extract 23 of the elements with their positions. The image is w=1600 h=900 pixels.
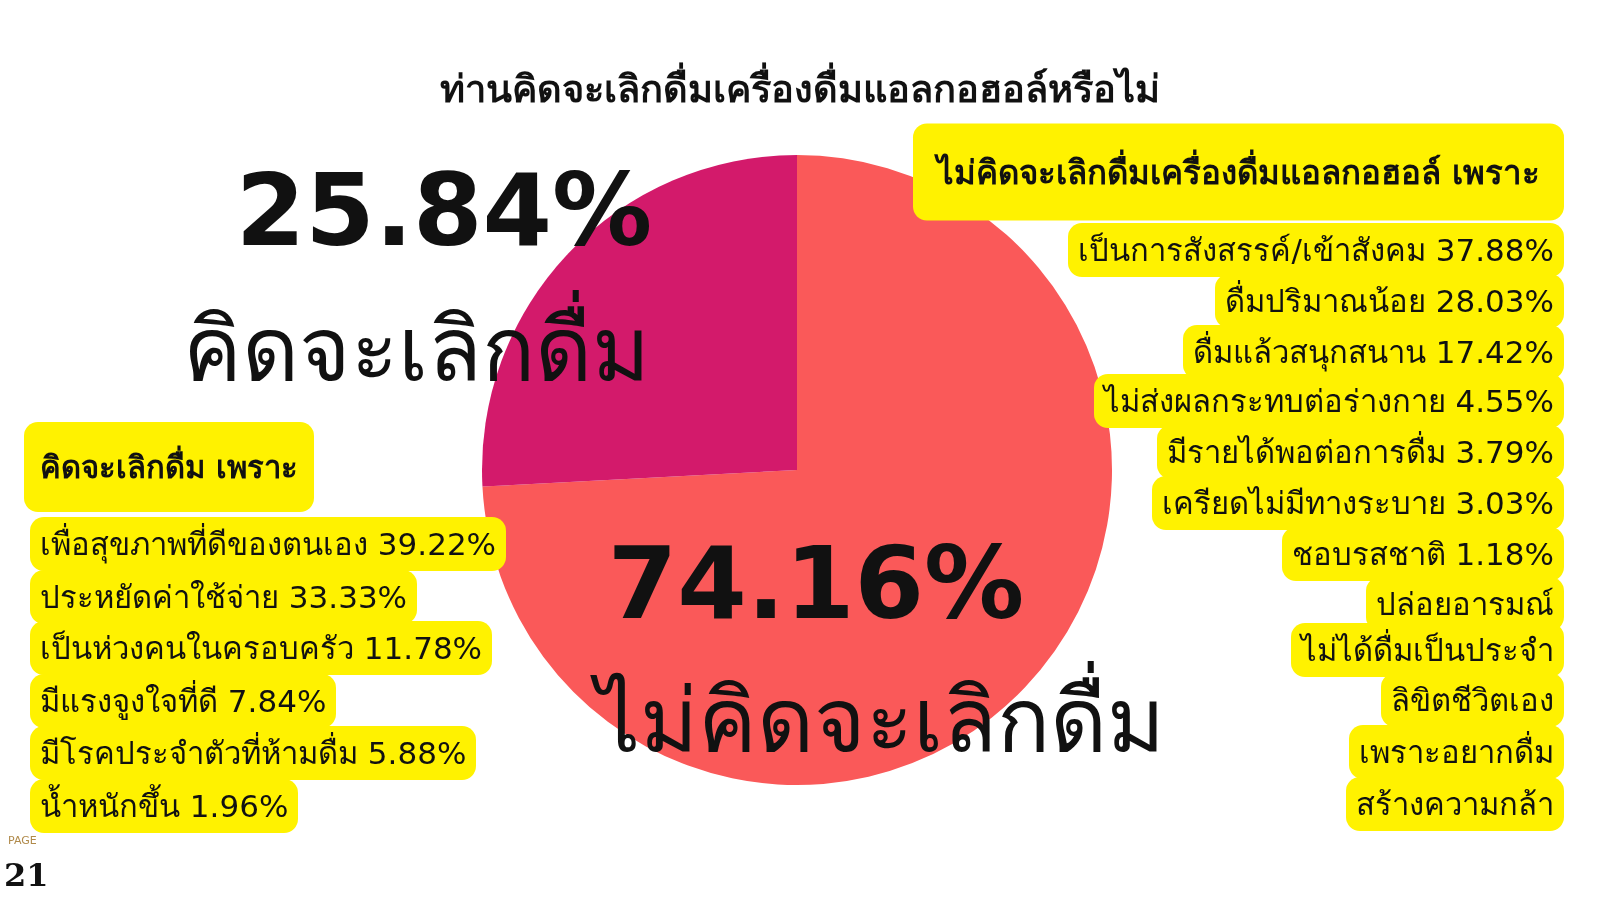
text: มีโรคประจำตัวที่ห้ามดื่ม 5.88% — [30, 726, 477, 780]
text: 21 — [4, 856, 49, 894]
data-label: 74.16% — [607, 524, 1025, 642]
text: น้ำหนักขึ้น 1.96% — [30, 779, 299, 833]
text: สร้างความกล้า — [1346, 777, 1564, 831]
text: เป็นการสังสรรค์/เข้าสังคม 37.88% — [1068, 223, 1564, 277]
text: PAGE — [8, 833, 37, 847]
text: ไม่ส่งผลกระทบต่อร่างกาย 4.55% — [1093, 374, 1564, 428]
chart-title: ท่านคิดจะเลิกดื่มเครื่องดื่มแอลกอฮอล์หรือไม่ — [439, 61, 1161, 113]
text: ลิขิตชีวิตเอง — [1381, 673, 1564, 727]
text: มีรายได้พอต่อการดื่ม 3.79% — [1156, 425, 1564, 479]
text: ดื่มแล้วสนุกสนาน 17.42% — [1182, 325, 1564, 379]
text: ประหยัดค่าใช้จ่าย 33.33% — [30, 570, 418, 624]
text: ดื่มปริมาณน้อย 28.03% — [1214, 274, 1564, 328]
text: เพื่อสุขภาพที่ดีของตนเอง 39.22% — [30, 517, 507, 571]
text: ไม่ได้ดื่มเป็นประจำ — [1291, 623, 1564, 677]
text: เป็นห่วงคนในครอบครัว 11.78% — [30, 621, 493, 675]
text: เพราะอยากดื่ม — [1349, 725, 1564, 779]
text: คิดจะเลิกดื่ม เพราะ — [24, 422, 314, 512]
text: ไม่คิดจะเลิกดื่มเครื่องดื่มแอลกอฮอล์ เพราะ — [912, 123, 1564, 221]
text: ชอบรสชาติ 1.18% — [1281, 527, 1564, 581]
text: มีแรงจูงใจที่ดี 7.84% — [30, 674, 337, 728]
text: เครียดไม่มีทางระบาย 3.03% — [1151, 476, 1564, 530]
